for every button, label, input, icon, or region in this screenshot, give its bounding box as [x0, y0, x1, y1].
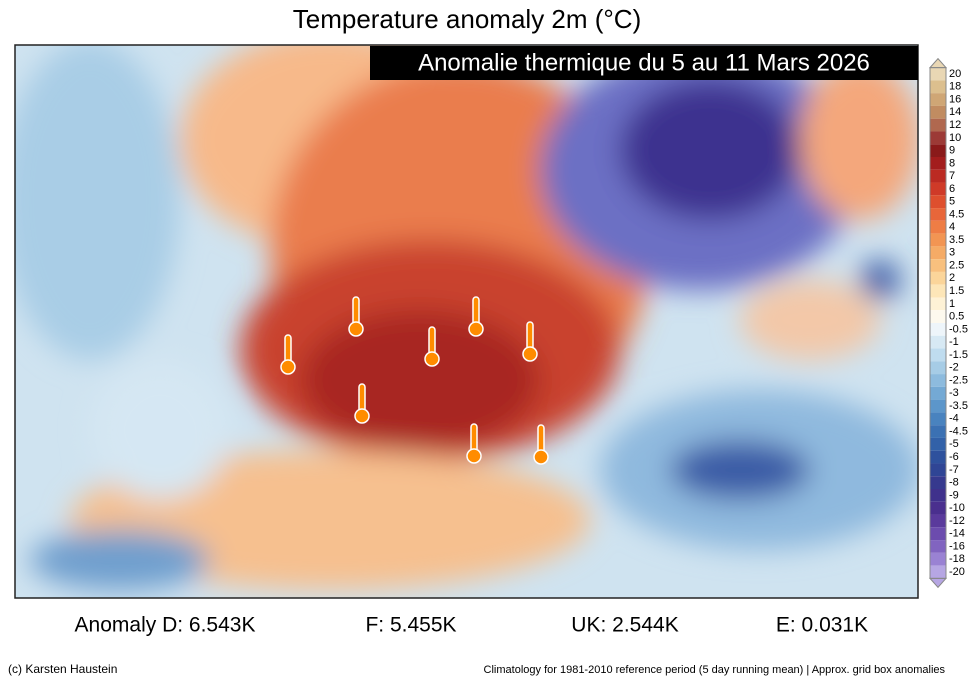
- colorbar-label: -3: [949, 387, 959, 399]
- colorbar-swatch: [930, 450, 946, 464]
- colorbar-label: -7: [949, 464, 959, 476]
- colorbar-label: -5: [949, 438, 959, 450]
- colorbar-label: -18: [949, 553, 965, 565]
- colorbar-swatch: [930, 80, 946, 94]
- colorbar-label: 2: [949, 272, 955, 284]
- colorbar-cap: [928, 577, 948, 589]
- colorbar-swatch: [930, 476, 946, 489]
- colorbar-label: 0.5: [949, 311, 964, 323]
- colorbar-label: 2.5: [949, 259, 964, 271]
- colorbar-label: 12: [949, 119, 961, 131]
- colorbar-swatch: [930, 361, 946, 375]
- map-frame: [14, 44, 919, 599]
- colorbar-label: 3.5: [949, 234, 964, 246]
- colorbar-swatch: [930, 463, 946, 477]
- stats: Anomaly D: 6.543K F: 5.455K UK: 2.544K E: 0…: [75, 614, 869, 637]
- colorbar-swatch: [930, 93, 946, 106]
- colorbar-swatch: [930, 169, 946, 183]
- colorbar-label: -3.5: [949, 400, 968, 412]
- colorbar-swatch: [930, 540, 946, 553]
- colorbar-swatch: [930, 208, 946, 221]
- colorbar-label: -14: [949, 528, 965, 540]
- colorbar-swatch: [930, 552, 946, 566]
- colorbar-label: 9: [949, 145, 955, 157]
- colorbar-swatch: [930, 220, 946, 234]
- colorbar-swatch: [930, 437, 946, 451]
- colorbar-label: -1: [949, 336, 959, 348]
- colorbar-swatch: [930, 246, 946, 260]
- colorbar-swatch: [930, 157, 946, 170]
- colorbar: 201816141210987654.543.532.521.510.5-0.5…: [928, 57, 968, 589]
- colorbar-label: 7: [949, 170, 955, 182]
- colorbar-label: -9: [949, 489, 959, 501]
- colorbar-swatch: [930, 527, 946, 541]
- colorbar-swatch: [930, 118, 946, 132]
- colorbar-label: 4: [949, 221, 955, 233]
- colorbar-label: 16: [949, 93, 961, 105]
- colorbar-label: -12: [949, 515, 965, 527]
- colorbar-swatch: [930, 412, 946, 426]
- colorbar-label: 20: [949, 68, 961, 80]
- colorbar-swatch: [930, 374, 946, 387]
- colorbar-swatch: [930, 348, 946, 362]
- colorbar-label: 5: [949, 196, 955, 208]
- colorbar-swatch: [930, 284, 946, 298]
- anomaly-stat: UK: 2.544K: [571, 614, 678, 637]
- colorbar-swatch: [930, 297, 946, 311]
- colorbar-swatch: [930, 399, 946, 413]
- colorbar-label: -20: [949, 566, 965, 578]
- colorbar-swatch: [930, 565, 946, 579]
- colorbar-frame: [929, 67, 947, 579]
- colorbar-swatch: [930, 131, 946, 145]
- anomaly-stat: E: 0.031K: [776, 614, 868, 637]
- colorbar-label: 8: [949, 157, 955, 169]
- colorbar-label: 10: [949, 132, 961, 144]
- banner: Anomalie thermique du 5 au 11 Mars 2026: [418, 49, 870, 76]
- anomaly-stat: Anomaly D: 6.543K: [75, 614, 256, 637]
- colorbar-swatch: [930, 501, 946, 515]
- colorbar-label: -8: [949, 477, 959, 489]
- colorbar-label: -16: [949, 540, 965, 552]
- title: Temperature anomaly 2m (°C): [293, 4, 642, 34]
- colorbar-label: -10: [949, 502, 965, 514]
- colorbar-swatch: [930, 514, 946, 528]
- credit: (c) Karsten Haustein: [8, 662, 117, 676]
- map: [15, 45, 918, 598]
- colorbar-swatch: [930, 386, 946, 400]
- colorbar-label: 6: [949, 183, 955, 195]
- colorbar-swatch: [930, 271, 946, 285]
- colorbar-label: 3: [949, 247, 955, 259]
- colorbar-label: -4.5: [949, 425, 968, 437]
- thermometer-icons: [280, 296, 549, 465]
- colorbar-cap: [928, 57, 948, 69]
- colorbar-label: -0.5: [949, 323, 968, 335]
- colorbar-swatch: [930, 233, 946, 247]
- colorbar-label: -2: [949, 362, 959, 374]
- colorbar-swatch: [930, 323, 946, 336]
- colorbar-swatch: [930, 335, 946, 349]
- footer-note: Climatology for 1981-2010 reference peri…: [484, 664, 946, 676]
- colorbar-label: 18: [949, 81, 961, 93]
- colorbar-label: -4: [949, 413, 959, 425]
- colorbar-swatch: [930, 144, 946, 157]
- colorbar-label: 1.5: [949, 285, 964, 297]
- colorbar-swatch: [930, 195, 946, 209]
- colorbar-swatch: [930, 67, 946, 81]
- colorbar-label: 14: [949, 106, 961, 118]
- anomaly-stat: F: 5.455K: [365, 614, 456, 637]
- colorbar-swatch: [930, 425, 946, 438]
- colorbar-label: -6: [949, 451, 959, 463]
- banner-bg: [370, 46, 918, 80]
- colorbar-label: 1: [949, 298, 955, 310]
- colorbar-swatch: [930, 310, 946, 323]
- colorbar-swatch: [930, 489, 946, 502]
- colorbar-label: -1.5: [949, 349, 968, 361]
- colorbar-swatch: [930, 105, 946, 119]
- colorbar-label: 4.5: [949, 208, 964, 220]
- colorbar-swatch: [930, 259, 946, 272]
- colorbar-swatch: [930, 182, 946, 196]
- colorbar-label: -2.5: [949, 374, 968, 386]
